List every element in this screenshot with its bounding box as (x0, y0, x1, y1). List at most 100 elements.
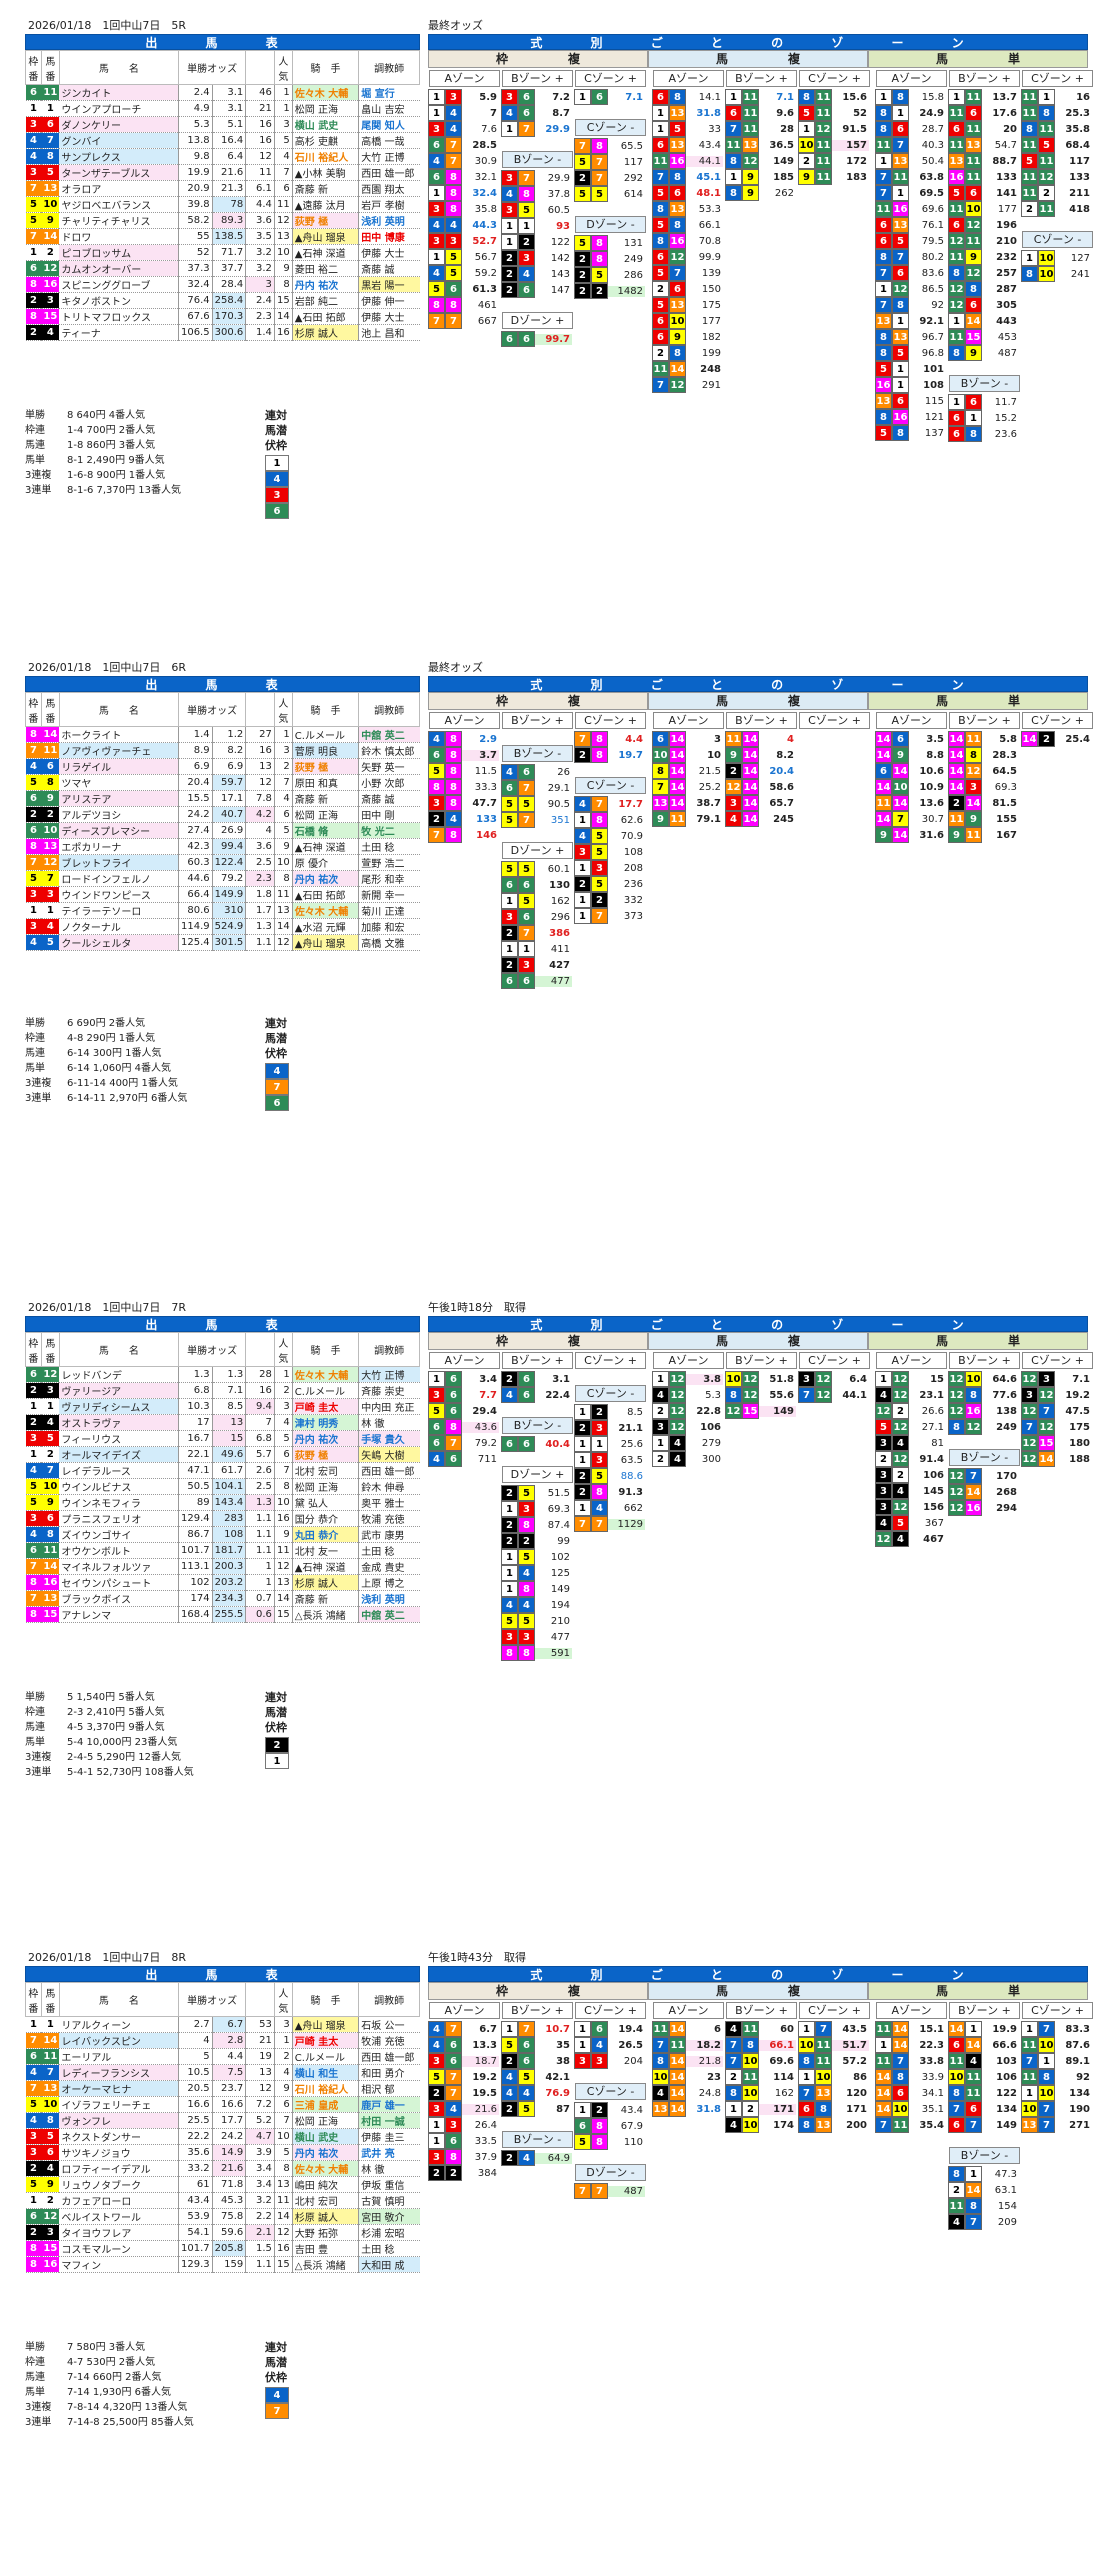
odds-combo-row[interactable]: 1 8 32.4 (428, 185, 501, 201)
odds-combo-row[interactable]: 14 8 33.9 (875, 2069, 948, 2085)
odds-combo-row[interactable]: 10 14 10 (652, 747, 725, 763)
odds-combo-row[interactable]: 14 12 64.5 (948, 763, 1021, 779)
odds-combo-row[interactable]: 3 5 108 (574, 844, 647, 860)
odds-combo-row[interactable]: 7 8 45.1 (652, 169, 725, 185)
jockey-name[interactable]: 黛 弘人 (291, 1494, 360, 1511)
jockey-name[interactable]: 斎藤 新 (291, 180, 360, 197)
odds-combo-row[interactable]: 1 6 19.4 (574, 2021, 647, 2037)
odds-combo-row[interactable]: 8 7 80.2 (875, 249, 948, 265)
trainer-name[interactable]: 西田 雄一郎 (358, 2048, 420, 2065)
odds-combo-row[interactable]: 2 3 142 (501, 250, 574, 266)
odds-combo-row[interactable]: 6 14 3 (652, 731, 725, 747)
odds-combo-row[interactable]: 7 12 175 (1021, 1419, 1093, 1435)
odds-combo-row[interactable]: 9 11 183 (798, 169, 871, 185)
odds-combo-row[interactable]: 10 11 51.7 (798, 2037, 871, 2053)
jockey-name[interactable]: 菅原 明良 (291, 742, 360, 759)
odds-combo-row[interactable]: 1 8 15.8 (875, 89, 948, 105)
odds-combo-row[interactable]: 1 12 91.5 (798, 121, 871, 137)
odds-combo-row[interactable]: 4 7 30.9 (428, 153, 501, 169)
jockey-name[interactable]: 荻野 極 (291, 212, 360, 229)
jockey-name[interactable]: ▲小林 美駒 (291, 164, 360, 181)
odds-combo-row[interactable]: 9 14 31.6 (875, 827, 948, 843)
odds-combo-row[interactable]: 2 12 91.4 (875, 1451, 948, 1467)
trainer-name[interactable]: 浅利 英明 (358, 212, 420, 229)
trainer-name[interactable]: 村田 一誠 (358, 2112, 420, 2129)
odds-combo-row[interactable]: 9 11 79.1 (652, 811, 725, 827)
trainer-name[interactable]: 牧 光二 (358, 822, 420, 839)
odds-combo-row[interactable]: 8 16 121 (875, 409, 948, 425)
odds-combo-row[interactable]: 8 16 70.8 (652, 233, 725, 249)
odds-combo-row[interactable]: 8 12 257 (948, 265, 1021, 281)
odds-combo-row[interactable]: 3 3 52.7 (428, 233, 501, 249)
odds-combo-row[interactable]: 3 4 7.6 (428, 121, 501, 137)
odds-combo-row[interactable]: 4 7 6.7 (428, 2021, 501, 2037)
odds-combo-row[interactable]: 14 2 25.4 (1021, 731, 1093, 747)
horse-name[interactable]: ヴォンフレ (59, 2112, 179, 2129)
horse-name[interactable]: ヴァリディシームス (59, 1398, 179, 1415)
trainer-name[interactable]: 土田 稔 (358, 1542, 420, 1559)
odds-combo-row[interactable]: 2 2 384 (428, 2165, 501, 2181)
odds-combo-row[interactable]: 12 14 268 (948, 1484, 1021, 1500)
odds-combo-row[interactable]: 4 6 711 (428, 1451, 501, 1467)
odds-combo-row[interactable]: 11 4 103 (948, 2053, 1021, 2069)
odds-combo-row[interactable]: 12 8 77.6 (948, 1387, 1021, 1403)
jockey-name[interactable]: 佐々木 大輔 (291, 1366, 360, 1383)
odds-combo-row[interactable]: 1 4 662 (574, 1500, 647, 1516)
trainer-name[interactable]: 斎藤 誠 (358, 790, 420, 807)
odds-combo-row[interactable]: 2 5 286 (574, 267, 647, 283)
odds-combo-row[interactable]: 6 7 28.5 (428, 137, 501, 153)
horse-name[interactable]: セイウンパシュート (59, 1574, 179, 1591)
horse-name[interactable]: ジンカイト (59, 84, 179, 101)
odds-combo-row[interactable]: 2 8 249 (574, 251, 647, 267)
odds-combo-row[interactable]: 3 8 35.8 (428, 201, 501, 217)
odds-combo-row[interactable]: 8 8 461 (428, 297, 501, 313)
odds-combo-row[interactable]: 7 11 28 (725, 121, 798, 137)
jockey-name[interactable]: 松岡 正海 (291, 100, 360, 117)
odds-combo-row[interactable]: 10 11 157 (798, 137, 871, 153)
odds-combo-row[interactable]: 6 11 9.6 (725, 105, 798, 121)
odds-combo-row[interactable]: 1 13 31.8 (652, 105, 725, 121)
odds-combo-row[interactable]: 8 13 96.7 (875, 329, 948, 345)
horse-name[interactable]: エポカリーナ (59, 838, 179, 855)
horse-name[interactable]: ピコブロッサム (59, 244, 179, 261)
odds-combo-row[interactable]: 8 12 55.6 (725, 1387, 798, 1403)
odds-combo-row[interactable]: 13 6 115 (875, 393, 948, 409)
odds-combo-row[interactable]: 8 9 262 (725, 185, 798, 201)
jockey-name[interactable]: 丸田 恭介 (291, 1526, 360, 1543)
odds-combo-row[interactable]: 5 5 90.5 (501, 796, 574, 812)
odds-combo-row[interactable]: 11 13 36.5 (725, 137, 798, 153)
odds-combo-row[interactable]: 3 6 7.7 (428, 1387, 501, 1403)
horse-name[interactable]: リラゲイル (59, 758, 179, 775)
jockey-name[interactable]: 丹内 祐次 (291, 2144, 360, 2161)
odds-combo-row[interactable]: 3 6 7.2 (501, 89, 574, 105)
odds-combo-row[interactable]: 10 11 106 (948, 2069, 1021, 2085)
trainer-name[interactable]: 黒岩 陽一 (358, 276, 420, 293)
odds-combo-row[interactable]: 7 11 18.2 (652, 2037, 725, 2053)
trainer-name[interactable]: 斎藤 誠 (358, 260, 420, 277)
horse-name[interactable]: カフェアローロ (59, 2192, 179, 2209)
trainer-name[interactable]: 尾形 和幸 (358, 870, 420, 887)
horse-name[interactable]: ドロワ (59, 228, 179, 245)
horse-name[interactable]: チャリティチャリス (59, 212, 179, 229)
horse-name[interactable]: レッドバンデ (59, 1366, 179, 1383)
jockey-name[interactable]: 北村 友一 (291, 1542, 360, 1559)
odds-combo-row[interactable]: 8 10 162 (725, 2085, 798, 2101)
odds-combo-row[interactable]: 11 5 68.4 (1021, 137, 1093, 153)
odds-combo-row[interactable]: 7 12 291 (652, 377, 725, 393)
odds-combo-row[interactable]: 7 6 83.6 (875, 265, 948, 281)
jockey-name[interactable]: ▲石田 拓郎 (291, 308, 360, 325)
odds-combo-row[interactable]: 11 10 87.6 (1021, 2037, 1093, 2053)
jockey-name[interactable]: C.ルメール (291, 1382, 360, 1399)
odds-combo-row[interactable]: 13 14 38.7 (652, 795, 725, 811)
horse-name[interactable]: ダノンケリー (59, 116, 179, 133)
